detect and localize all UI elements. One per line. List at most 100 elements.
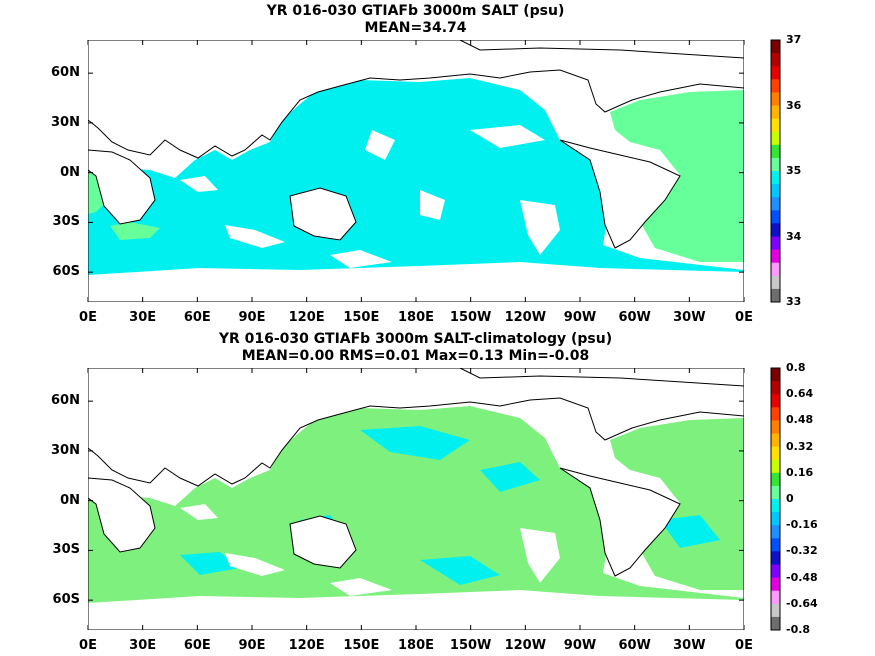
bottom-colorbar-frame <box>770 367 781 631</box>
top-x-tick-label: 90W <box>563 310 597 325</box>
top-x-tick-label: 30W <box>673 310 706 325</box>
top-colorbar-segment <box>771 236 780 251</box>
top-colorbar-segment <box>771 262 780 277</box>
top-y-tick-label: 30S <box>52 214 80 230</box>
bottom-colorbar-segment <box>771 472 780 487</box>
top-indo-pacific-field <box>88 78 744 275</box>
bottom-colorbar-label: 0.8 <box>786 361 806 374</box>
top-map-title-line1: YR 016-030 GTIAFb 3000m SALT (psu) <box>266 3 565 19</box>
bottom-x-tick-label: 30E <box>129 638 157 653</box>
bottom-y-tick-label: 0N <box>60 492 80 508</box>
bottom-x-axis-labels: 0E 30E 60E 90E 120E 150E 180E 150W 120W 90W 60W 30W… <box>0 639 875 655</box>
top-colorbar-label: 33 <box>786 295 802 308</box>
bottom-colorbar-label: -0.16 <box>786 518 818 532</box>
bottom-x-tick-label: 120W <box>504 638 547 653</box>
top-x-tick-label: 120E <box>288 310 325 325</box>
bottom-y-tick-label: 60S <box>52 592 80 608</box>
top-colorbar-frame <box>770 39 781 303</box>
top-colorbar-segment <box>771 157 780 172</box>
bottom-x-tick-label: 90W <box>563 638 597 653</box>
top-colorbar-label: 34 <box>786 229 802 243</box>
top-colorbar-segment <box>771 197 780 211</box>
top-shallow-patches <box>88 125 744 302</box>
bottom-colorbar-segment <box>771 525 780 539</box>
bottom-colorbar-segment <box>771 459 780 474</box>
top-x-tick-label: 60E <box>183 310 211 325</box>
top-x-tick-label: 150E <box>343 310 380 325</box>
top-x-tick-label: 120W <box>504 310 547 325</box>
bottom-y-tick-label: 60N <box>51 393 80 409</box>
bottom-colorbar-segment <box>771 433 780 448</box>
top-x-tick-label: 150W <box>449 310 492 325</box>
axis-ticks <box>87 40 745 630</box>
top-colorbar-label: 36 <box>786 98 802 112</box>
bottom-x-tick-label: 90E <box>238 638 266 653</box>
bottom-shallow-patches <box>88 504 744 630</box>
top-colorbar-segment <box>771 79 780 93</box>
bottom-colorbar-label: -0.48 <box>786 570 818 584</box>
bottom-colorbar-label: -0.32 <box>786 544 818 558</box>
bottom-x-tick-label: 30W <box>673 638 706 653</box>
top-x-tick-label: 90E <box>238 310 266 325</box>
bottom-colorbar-label: -0.8 <box>786 623 811 636</box>
top-x-tick-label: 30E <box>129 310 157 325</box>
bottom-colorbar-segment <box>771 616 780 631</box>
bottom-colorbar-segment <box>771 420 780 434</box>
top-colorbar-segment <box>771 144 780 159</box>
bottom-colorbar-segment <box>771 381 780 395</box>
top-colorbar-segment <box>771 275 780 290</box>
bottom-x-tick-label: 180E <box>397 638 435 653</box>
top-colorbar-label: 37 <box>786 33 802 46</box>
top-colorbar-segment <box>771 40 780 54</box>
bottom-y-axis-labels: 60N 30N 0N 30S 60S <box>0 0 84 656</box>
bottom-x-tick-label: 0E <box>735 638 753 653</box>
bottom-colorbar-segment <box>771 394 780 408</box>
top-colorbar-segment <box>771 53 780 67</box>
bottom-x-tick-label: 0E <box>79 638 97 653</box>
top-map-title-line2: MEAN=34.74 <box>364 20 467 36</box>
top-colorbar-segment <box>771 288 780 303</box>
bottom-x-tick-label: 150E <box>343 638 380 653</box>
top-y-tick-label: 0N <box>60 164 80 180</box>
top-colorbar-segment <box>771 118 780 133</box>
bottom-colorbar-label: 0.16 <box>786 465 814 479</box>
bottom-colorbar-segment <box>771 603 780 618</box>
bottom-colorbar-label: 0.64 <box>786 387 814 401</box>
bottom-colorbar-segment <box>771 407 780 421</box>
top-colorbar-label: 35 <box>786 164 802 177</box>
top-colorbar-segment <box>771 184 780 198</box>
top-y-axis-labels: 60N 30N 0N 30S 60S <box>0 0 84 656</box>
top-colorbar-segment <box>771 66 780 80</box>
bottom-colorbar-segment <box>771 590 780 605</box>
bottom-colorbar-segment <box>771 485 780 500</box>
top-x-tick-label: 0E <box>735 310 753 325</box>
bottom-y-tick-label: 30N <box>51 442 80 458</box>
bottom-x-tick-label: 150W <box>449 638 492 653</box>
top-y-tick-label: 30N <box>51 114 80 130</box>
top-x-axis-labels: 0E 30E 60E 90E 120E 150E 180E 150W 120W 90W 60W 30W… <box>0 311 875 327</box>
top-colorbar-segment <box>771 223 780 237</box>
top-colorbar-segment <box>771 171 780 185</box>
top-colorbar-segment <box>771 210 780 224</box>
top-colorbar-segment <box>771 92 780 106</box>
top-land <box>88 40 744 249</box>
top-colorbar <box>770 39 781 303</box>
top-colorbar-segment <box>771 105 780 120</box>
bottom-map-panel <box>88 368 744 630</box>
top-x-tick-label: 180E <box>397 310 435 325</box>
bottom-map-title-line2: MEAN=0.00 RMS=0.01 Max=0.13 Min=-0.08 <box>241 348 590 364</box>
bottom-colorbar-label: -0.64 <box>786 596 818 610</box>
top-x-tick-label: 0E <box>79 310 97 325</box>
top-colorbar-segment <box>771 249 780 264</box>
bottom-colorbar-segment <box>771 499 780 513</box>
top-y-tick-label: 60N <box>51 65 80 81</box>
top-colorbar-segment <box>771 131 780 146</box>
bottom-colorbar-segment <box>771 551 780 565</box>
bottom-colorbar-segment <box>771 368 780 382</box>
top-y-tick-label: 60S <box>52 264 80 280</box>
bottom-indo-pacific-field <box>88 406 744 603</box>
bottom-colorbar-segment <box>771 577 780 592</box>
bottom-colorbar-label: 0 <box>786 492 794 505</box>
bottom-colorbar-label: 0.32 <box>786 439 814 453</box>
bottom-colorbar-segment <box>771 512 780 526</box>
